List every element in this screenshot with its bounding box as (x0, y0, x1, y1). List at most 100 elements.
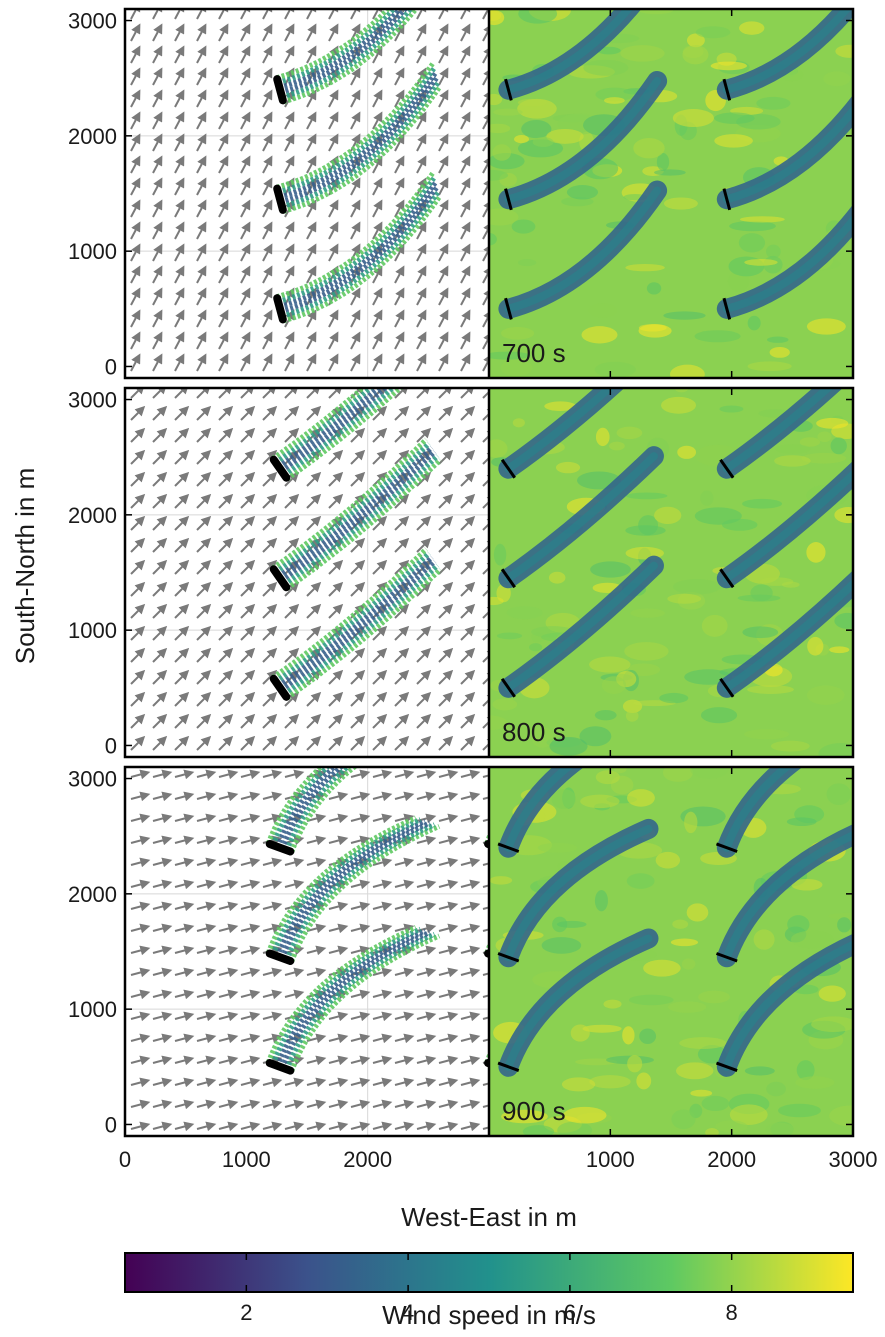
wind-arrow (394, 45, 405, 64)
wake-core (722, 9, 852, 94)
turbulence-patch (681, 958, 696, 970)
turbine-rotor-particles (273, 184, 287, 214)
wind-arrow (130, 923, 151, 934)
wind-arrow (482, 9, 489, 20)
wind-arrow (174, 901, 195, 912)
wind-arrow (240, 515, 256, 531)
wind-arrow (174, 791, 195, 802)
turbulence-patch (643, 959, 681, 977)
wind-arrow (218, 493, 234, 509)
time-label: 800 s (502, 717, 566, 747)
wind-arrow (394, 1121, 415, 1132)
field-map (489, 388, 853, 757)
wind-arrow (482, 906, 489, 910)
particle-map (125, 9, 489, 378)
particle-trace (277, 388, 382, 469)
wind-arrow (460, 769, 481, 780)
wind-arrow (482, 994, 489, 998)
y-tick-label: 0 (105, 1112, 117, 1137)
wind-arrow (372, 769, 393, 780)
turbulence-patch (766, 336, 789, 343)
turbulence-patch (489, 123, 511, 134)
wind-arrow (394, 559, 410, 575)
wind-arrow (218, 67, 229, 86)
particle-trace (276, 61, 436, 190)
wind-arrow (416, 1011, 437, 1022)
wind-arrow (240, 647, 256, 663)
wind-arrow (482, 221, 489, 240)
wind-arrow (438, 791, 459, 802)
turbulence-patch (806, 542, 826, 563)
wind-arrow (372, 559, 388, 575)
wind-arrow (218, 309, 229, 328)
wind-arrow (350, 1099, 371, 1110)
wind-arrow (196, 265, 207, 284)
particle-trace (280, 559, 437, 692)
turbine-rotor (497, 1061, 520, 1072)
wind-arrow (438, 405, 454, 421)
turbulence-patch (684, 811, 698, 834)
turbulence-patch (738, 233, 766, 253)
wind-arrow (438, 287, 449, 306)
wind-arrow (482, 1038, 489, 1042)
wind-arrow (196, 427, 212, 443)
wind-arrow (152, 309, 163, 328)
turbine-rotor-particles (265, 949, 295, 966)
wind-arrow (196, 471, 212, 487)
wind-arrow (262, 493, 278, 509)
wind-arrow (416, 45, 427, 64)
wind-arrow (416, 835, 437, 846)
particle-trace (274, 551, 431, 684)
wind-arrow (152, 603, 168, 619)
colorbar-tick-label: 2 (240, 1300, 252, 1325)
wind-arrow (152, 967, 173, 978)
wind-arrow (152, 581, 168, 597)
wind-arrow (438, 857, 459, 868)
wind-arrow (240, 265, 251, 284)
wind-arrow (350, 199, 361, 218)
wind-arrow (196, 111, 207, 130)
wind-arrow (262, 769, 283, 780)
wind-arrow (262, 989, 283, 1000)
wind-arrow (262, 427, 278, 443)
wind-arrow (372, 625, 388, 641)
wind-arrow (218, 879, 239, 890)
wind-arrow (152, 1055, 173, 1066)
turbulence-patch (633, 137, 665, 159)
turbulence-patch (594, 890, 608, 912)
wind-arrow (152, 155, 163, 174)
turbine-rotor (500, 677, 516, 698)
turbine-rotor-particles (269, 674, 291, 701)
wind-arrow (262, 89, 273, 108)
wind-arrow (438, 581, 454, 597)
wind-arrow (174, 265, 185, 284)
wind-arrow (328, 243, 339, 262)
turbine-rotor (497, 842, 520, 853)
turbulence-patch (625, 492, 668, 500)
wind-arrow (130, 9, 141, 20)
wind-arrow (130, 1077, 151, 1088)
wind-arrow (196, 835, 217, 846)
wind-arrow (350, 923, 371, 934)
turbulence-patch (518, 9, 558, 24)
wind-arrow (240, 331, 251, 350)
wind-arrow (218, 1077, 239, 1088)
wind-arrow (306, 515, 322, 531)
y-tick-label: 0 (105, 354, 117, 379)
wind-arrow (460, 1011, 481, 1022)
wind-arrow (152, 879, 173, 890)
wind-arrow (306, 691, 322, 707)
wind-arrow (438, 133, 449, 152)
particle-trace (276, 170, 436, 300)
wind-arrow (372, 9, 383, 20)
field-map (489, 767, 853, 1136)
wind-arrow (218, 133, 229, 152)
wind-arrow (284, 493, 300, 509)
particle-trace (281, 80, 441, 209)
wind-arrow (174, 581, 190, 597)
wake-core (722, 940, 853, 1071)
wind-arrow (460, 625, 476, 641)
wind-arrow (460, 581, 476, 597)
wind-arrow (262, 287, 273, 306)
turbine-rotor (500, 568, 516, 589)
